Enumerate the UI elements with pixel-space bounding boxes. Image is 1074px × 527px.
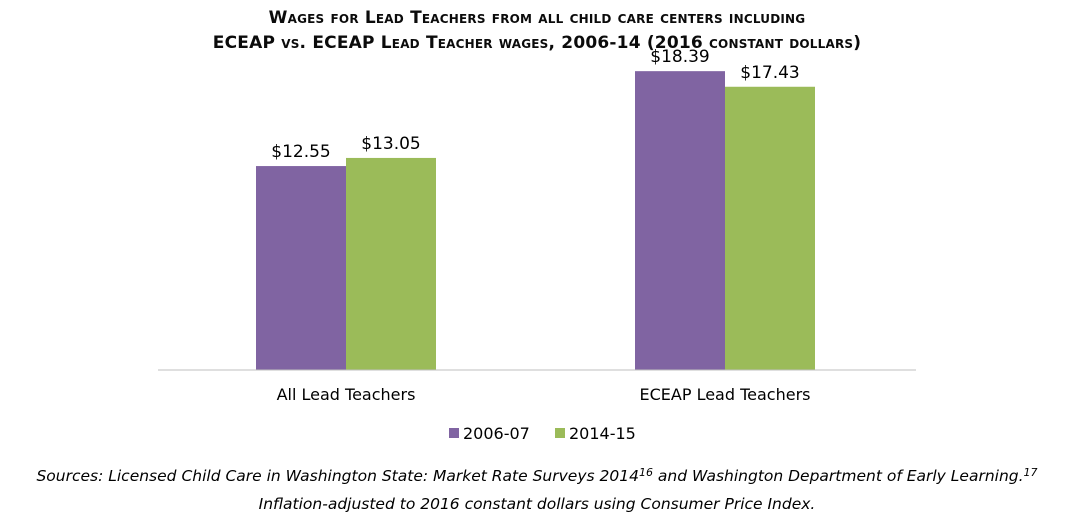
category-label-1: ECEAP Lead Teachers: [640, 385, 811, 404]
sources-text-b: and Washington Department of Early Learn…: [652, 467, 1024, 485]
chart-title-line-1: Wages for Lead Teachers from all child c…: [268, 8, 806, 28]
sources-text-a: Sources: Licensed Child Care in Washingt…: [36, 467, 639, 485]
bar-0-1: [346, 157, 436, 370]
legend-swatch-0: [449, 428, 459, 438]
data-label-1-1: $17.43: [740, 63, 799, 83]
category-tick-labels: All Lead Teachers ECEAP Lead Teachers: [277, 385, 811, 404]
legend-label-1: 2014-15: [569, 424, 636, 443]
legend: 2006-07 2014-15: [449, 424, 636, 443]
bar-1-1: [725, 86, 815, 370]
bar-0-0: [256, 166, 346, 370]
sources-line-2: Inflation-adjusted to 2016 constant doll…: [258, 495, 816, 513]
category-label-0: All Lead Teachers: [277, 385, 416, 404]
bar-1-0: [635, 71, 725, 370]
bar-chart: $12.55 $13.05 $18.39 $17.43 All Lead Teache…: [158, 47, 916, 443]
legend-swatch-1: [555, 428, 565, 438]
legend-label-0: 2006-07: [463, 424, 530, 443]
data-label-0-1: $13.05: [361, 134, 420, 154]
chart-title-line-2: ECEAP vs. ECEAP Lead Teacher wages, 2006…: [212, 33, 862, 53]
data-labels: $12.55 $13.05 $18.39 $17.43: [271, 47, 799, 162]
data-label-0-0: $12.55: [271, 142, 330, 162]
footnote-ref-16: 16: [638, 466, 653, 479]
sources-line-1: Sources: Licensed Child Care in Washingt…: [0, 462, 1074, 490]
chart-title: Wages for Lead Teachers from all child c…: [0, 6, 1074, 56]
bars: [256, 71, 815, 370]
footnote-ref-17: 17: [1023, 466, 1038, 479]
sources-note: Sources: Licensed Child Care in Washingt…: [0, 462, 1074, 518]
data-label-1-0: $18.39: [650, 47, 709, 67]
